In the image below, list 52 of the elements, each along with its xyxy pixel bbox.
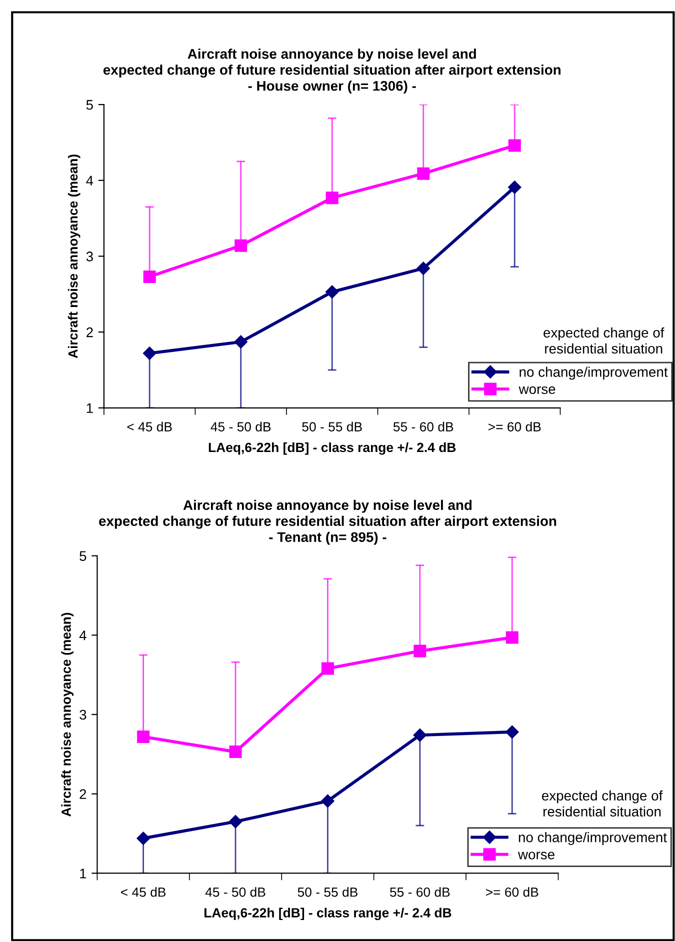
- x-tick-label: < 45 dB: [127, 422, 172, 432]
- y-tick-label: 4: [79, 630, 86, 640]
- y-tick-label: 5: [86, 100, 93, 110]
- point: [321, 794, 334, 808]
- y-tick-label: 2: [80, 789, 86, 799]
- point: [413, 728, 427, 742]
- y-axis-title: Aircraft noise annoyance (mean): [61, 612, 74, 816]
- x-tick-label: >= 60 dB: [488, 422, 541, 432]
- y-tick-label: 4: [86, 176, 94, 186]
- point: [506, 631, 518, 644]
- y-tick-label: 1: [80, 868, 86, 878]
- x-axis-title: LAeq,6-22h [dB] - class range +/- 2.4 dB: [204, 908, 452, 920]
- legend-label: no change/improvement: [520, 366, 668, 380]
- point: [417, 167, 430, 180]
- chart-title: Aircraft noise annoyance by noise level and expected change of future residential situation after airport extension - House owner (n= 1306) -: [103, 48, 560, 94]
- point: [326, 192, 338, 204]
- x-tick-label: 45 - 50 dB: [205, 887, 266, 897]
- legend-label: worse: [518, 386, 556, 394]
- point: [143, 270, 156, 283]
- chart-title: Aircraft noise annoyance by noise level and expected change of future residential situation after airport extension - Tenant (n= 895) -: [99, 500, 556, 545]
- x-tick-label: 55 - 60 dB: [393, 422, 454, 432]
- y-tick-label: 2: [86, 327, 93, 338]
- legend-label: no change/improvement: [518, 832, 667, 846]
- point: [142, 346, 156, 360]
- y-tick-label: 5: [80, 551, 86, 561]
- point: [326, 285, 339, 298]
- y-tick-label: 3: [80, 710, 86, 720]
- y-tick-label: 3: [86, 252, 93, 262]
- point: [416, 262, 430, 275]
- point: [234, 239, 248, 252]
- point: [506, 725, 519, 739]
- point: [228, 815, 242, 828]
- legend-label: worse: [518, 852, 554, 860]
- point: [234, 335, 248, 348]
- point: [508, 180, 522, 194]
- y-tick-label: 1: [86, 403, 93, 413]
- x-tick-label: < 45 dB: [121, 887, 166, 897]
- x-tick-label: 55 - 60 dB: [390, 887, 450, 897]
- point: [508, 139, 521, 152]
- point: [136, 832, 150, 845]
- legend-title: expected change of residential situation: [542, 790, 663, 817]
- point: [229, 746, 242, 758]
- x-tick-label: >= 60 dB: [486, 887, 538, 897]
- x-tick-label: 45 - 50 dB: [210, 422, 271, 432]
- legend-title: expected change of residential situation: [544, 327, 664, 354]
- point: [414, 644, 426, 658]
- point: [321, 662, 334, 675]
- x-tick-label: 50 - 55 dB: [302, 422, 362, 432]
- point: [137, 730, 150, 743]
- y-axis-title: Aircraft noise annoyance (mean): [68, 154, 80, 358]
- x-tick-label: 50 - 55 dB: [298, 887, 358, 897]
- x-axis-title: LAeq,6-22h [dB] - class range +/- 2.4 dB: [208, 442, 456, 455]
